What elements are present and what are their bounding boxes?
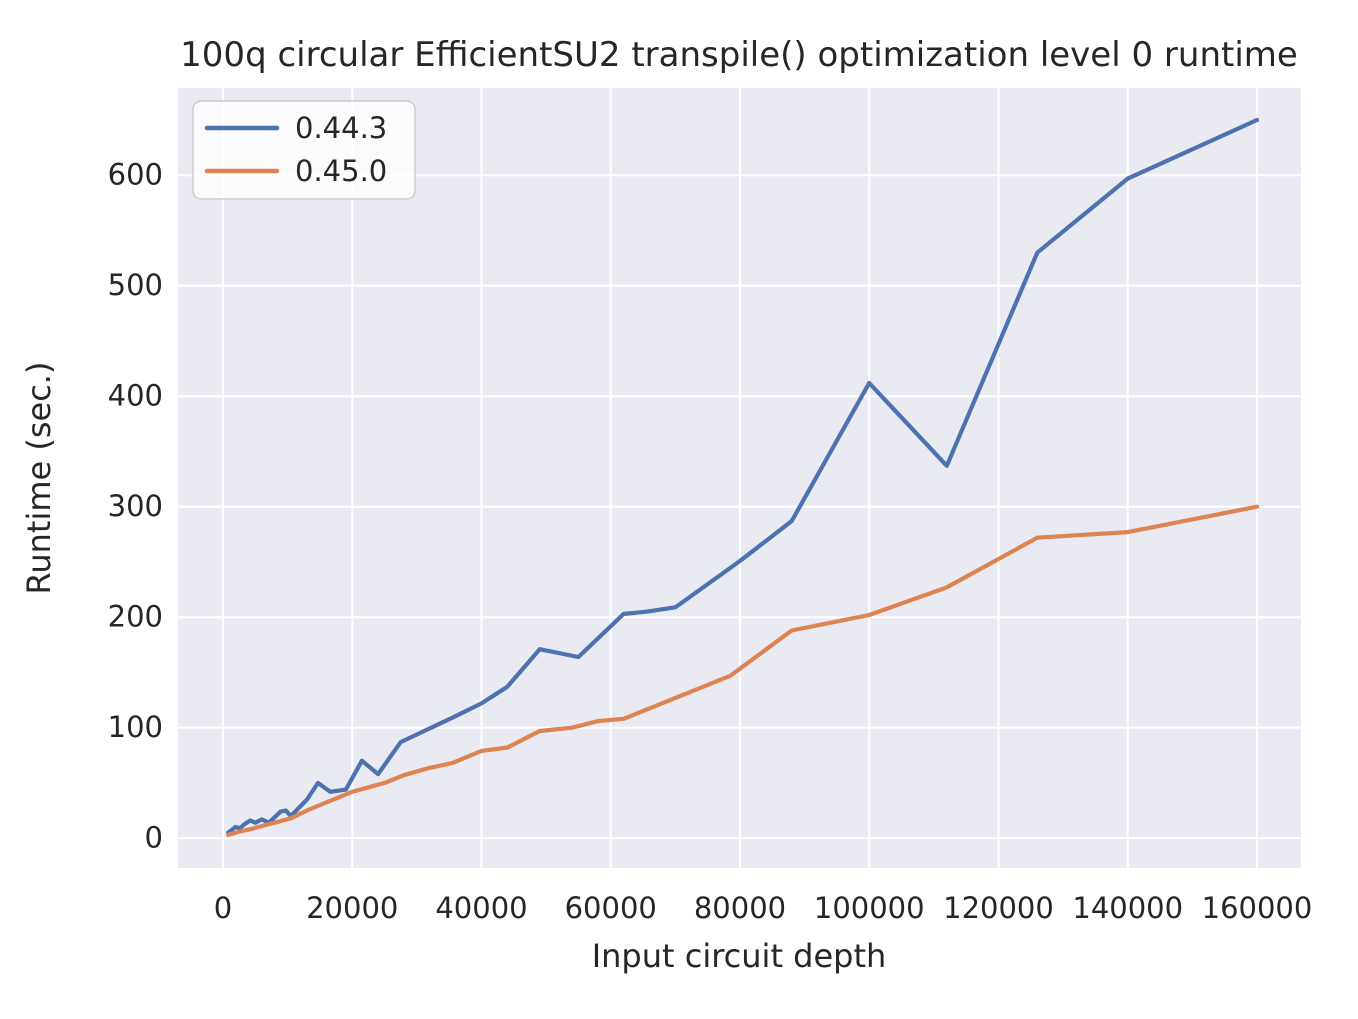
x-axis-label: Input circuit depth	[592, 937, 887, 975]
y-tick-label-4: 400	[108, 379, 163, 413]
legend-frame	[192, 100, 416, 200]
legend-label-1: 0.45.0	[295, 154, 387, 188]
y-axis-label: Runtime (sec.)	[20, 362, 58, 595]
plot-area	[178, 88, 1301, 868]
x-tick-label-8: 160000	[1202, 891, 1313, 925]
x-tick-label-1: 20000	[306, 891, 398, 925]
series-line-0.44.3	[226, 117, 1260, 835]
y-tick-label-1: 100	[108, 710, 163, 744]
y-tick-label-5: 500	[108, 268, 163, 302]
y-tick-label-0: 0	[145, 820, 163, 854]
series-line-0.45.0	[226, 504, 1260, 838]
x-tick-label-5: 100000	[814, 891, 925, 925]
y-tick-label-6: 600	[108, 158, 163, 192]
x-tick-label-7: 140000	[1072, 891, 1183, 925]
y-tick-label-2: 200	[108, 599, 163, 633]
x-tick-label-4: 80000	[694, 891, 786, 925]
x-tick-label-2: 40000	[435, 891, 527, 925]
x-tick-label-6: 120000	[943, 891, 1054, 925]
x-tick-label-3: 60000	[565, 891, 657, 925]
chart-title: 100q circular EfficientSU2 transpile() o…	[180, 35, 1298, 75]
legend-label-0: 0.44.3	[295, 111, 387, 145]
legend: 0.44.3 0.45.0	[192, 100, 416, 200]
y-tick-label-3: 300	[108, 489, 163, 523]
x-tick-label-0: 0	[214, 891, 232, 925]
